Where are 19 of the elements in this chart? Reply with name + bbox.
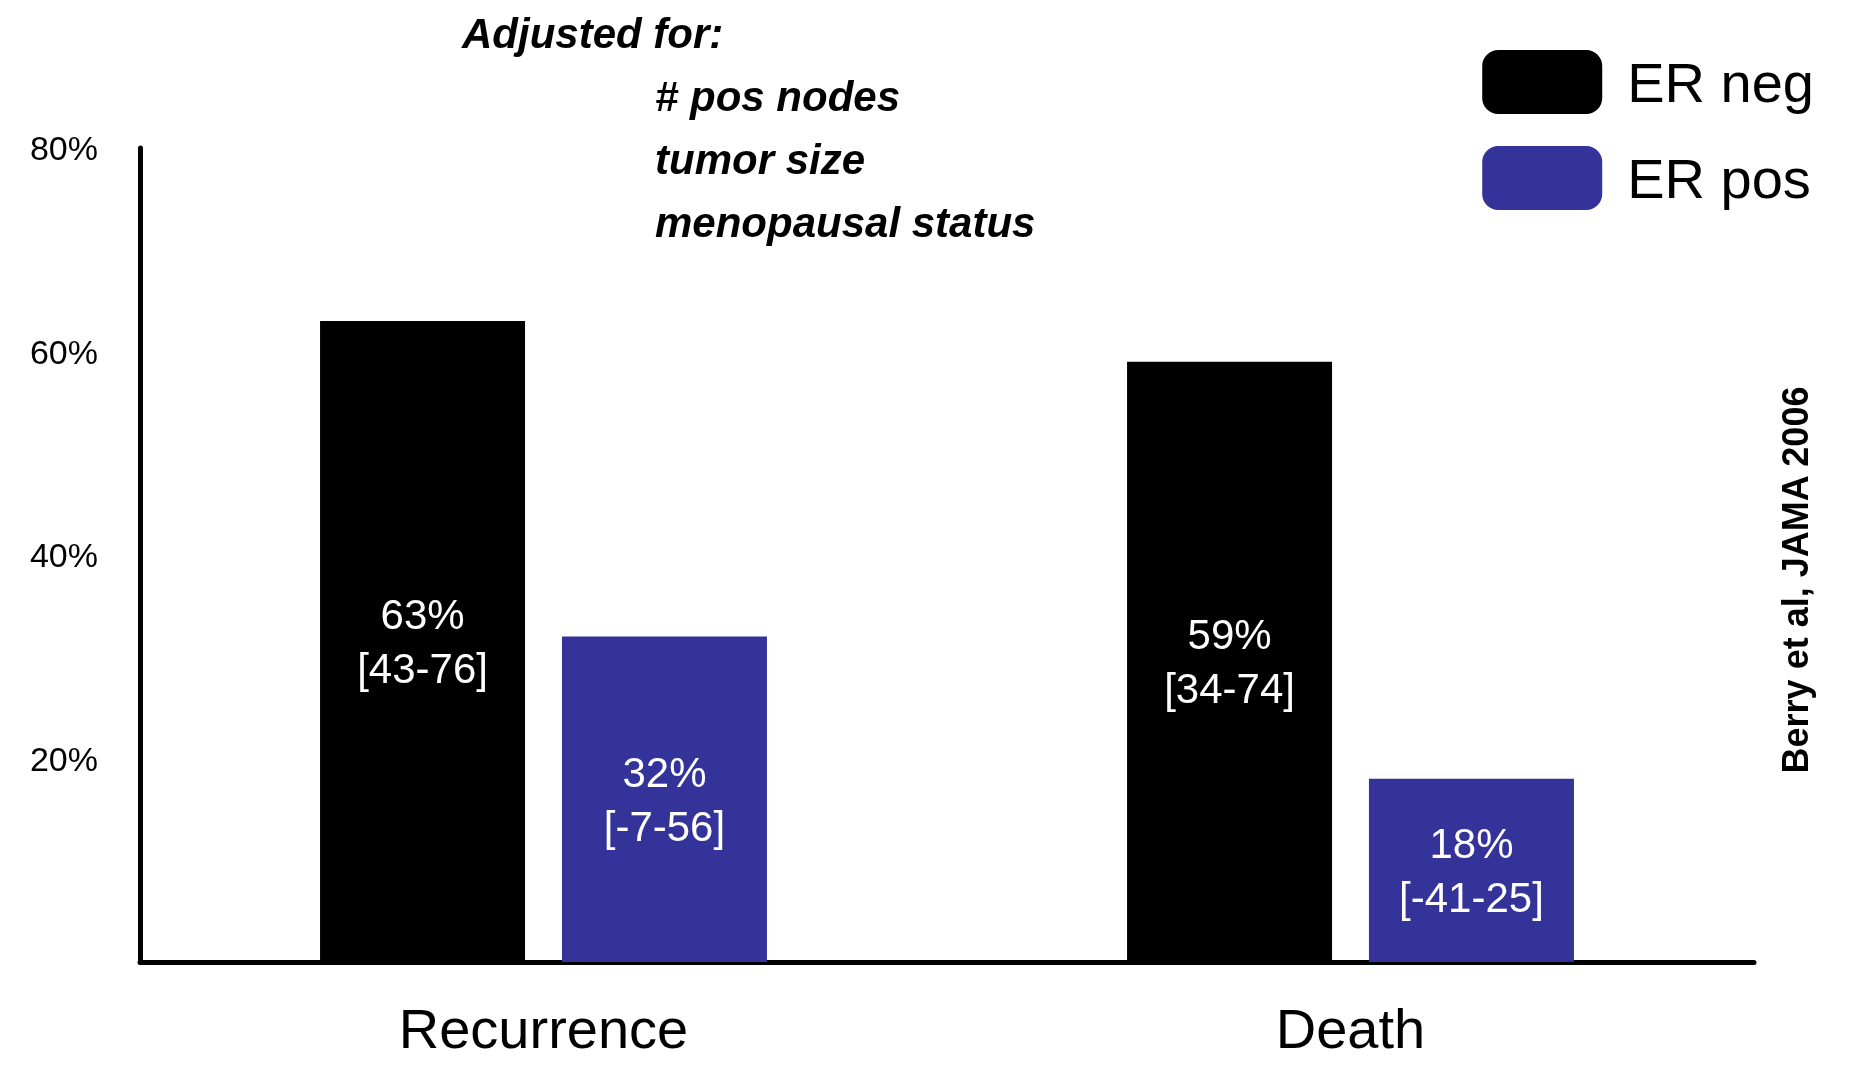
data-label: 59% [34-74] <box>1164 611 1295 713</box>
annotation: menopausal status <box>655 198 1036 246</box>
legend-label: ER neg <box>1627 50 1815 114</box>
text: Berry et al, JAMA 2006 <box>1774 386 1816 774</box>
bar <box>561 636 767 962</box>
y-tick-label: 40% <box>29 536 98 574</box>
data-label: 63% [43-76] <box>357 590 488 692</box>
bar <box>1368 778 1574 962</box>
legend-label: ER pos <box>1627 146 1811 210</box>
y-tick-label: 20% <box>29 739 98 778</box>
y-tick-label: 60% <box>29 332 98 371</box>
annotation: tumor size <box>655 135 866 183</box>
x-tick-label: Death <box>1275 996 1426 1060</box>
text: Adjusted for: <box>461 9 724 57</box>
data-label: 32% [-7-56] <box>603 748 726 850</box>
data-label: 18% [-41-25] <box>1399 819 1544 921</box>
text: # pos nodes <box>655 72 901 120</box>
y-tick-label: 80% <box>29 129 98 167</box>
x-tick-label: Recurrence <box>398 996 689 1060</box>
